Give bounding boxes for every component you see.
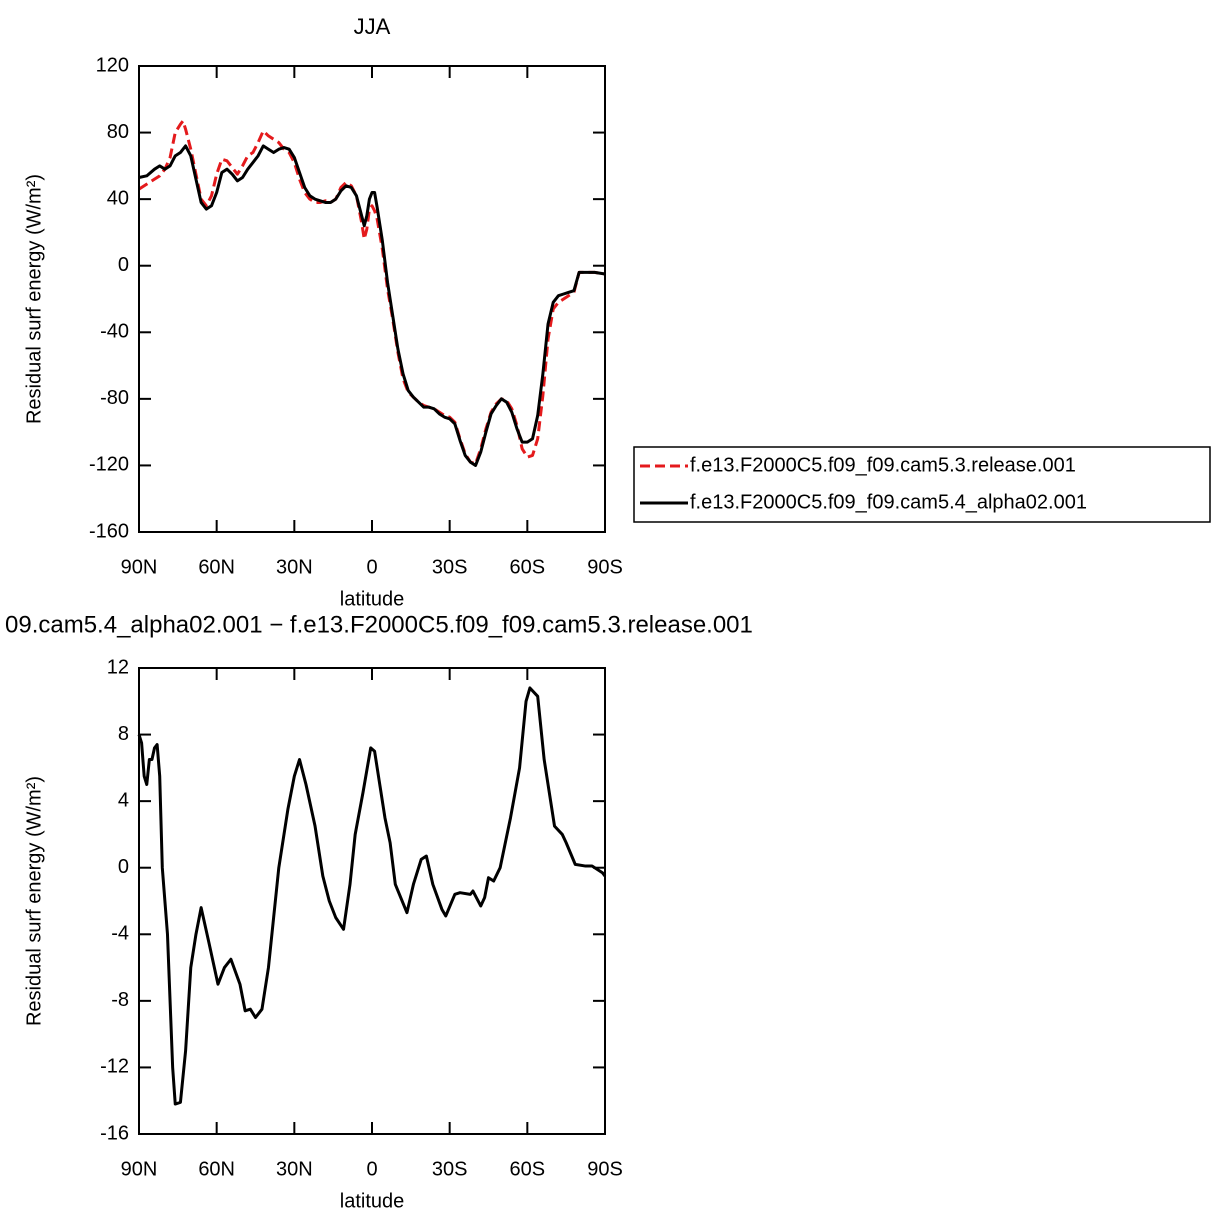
x-tick-label: 90N: [121, 556, 158, 578]
x-axis-label: latitude: [340, 588, 405, 610]
data-line: [138, 144, 606, 467]
data-line: [137, 686, 607, 1106]
x-tick-label: 30S: [432, 1158, 468, 1180]
x-tick-label: 60N: [198, 556, 235, 578]
y-tick-label: 8: [118, 723, 129, 745]
plot-frame: [138, 65, 606, 533]
y-tick-label: -8: [111, 989, 129, 1011]
y-tick-label: 120: [96, 54, 129, 76]
x-tick-label: 0: [366, 556, 377, 578]
x-tick-label: 0: [366, 1158, 377, 1180]
x-tick-label: 30N: [276, 1158, 313, 1180]
x-tick-label: 60S: [510, 556, 546, 578]
chart-title: JJA: [354, 14, 391, 39]
x-tick-label: 90S: [587, 1158, 623, 1180]
y-axis-label: Residual surf energy (W/m²): [23, 174, 45, 424]
x-axis-label: latitude: [340, 1190, 405, 1212]
legend-box: [633, 446, 1211, 523]
legend-label: f.e13.F2000C5.f09_f09.cam5.4_alpha02.001: [690, 491, 1087, 513]
y-tick-label: -12: [100, 1056, 129, 1078]
y-tick-label: -4: [111, 923, 129, 945]
x-tick-label: 60N: [198, 1158, 235, 1180]
y-tick-label: -160: [89, 520, 129, 542]
data-line: [138, 119, 606, 466]
y-tick-label: 12: [107, 656, 129, 678]
y-tick-label: -120: [89, 454, 129, 476]
chart-title: 09.cam5.4_alpha02.001 − f.e13.F2000C5.f0…: [5, 611, 753, 638]
x-tick-label: 90S: [587, 556, 623, 578]
y-tick-label: 0: [118, 856, 129, 878]
x-tick-label: 30S: [432, 556, 468, 578]
y-tick-label: -16: [100, 1122, 129, 1144]
y-tick-label: 4: [118, 789, 129, 811]
x-tick-label: 90N: [121, 1158, 158, 1180]
x-tick-label: 60S: [510, 1158, 546, 1180]
x-tick-label: 30N: [276, 556, 313, 578]
y-tick-label: 80: [107, 121, 129, 143]
y-axis-label: Residual surf energy (W/m²): [23, 776, 45, 1026]
y-tick-label: -40: [100, 321, 129, 343]
legend-label: f.e13.F2000C5.f09_f09.cam5.3.release.001: [690, 454, 1076, 476]
y-tick-label: 40: [107, 187, 129, 209]
y-tick-label: -80: [100, 387, 129, 409]
plot-frame: [138, 667, 606, 1135]
y-tick-label: 0: [118, 254, 129, 276]
